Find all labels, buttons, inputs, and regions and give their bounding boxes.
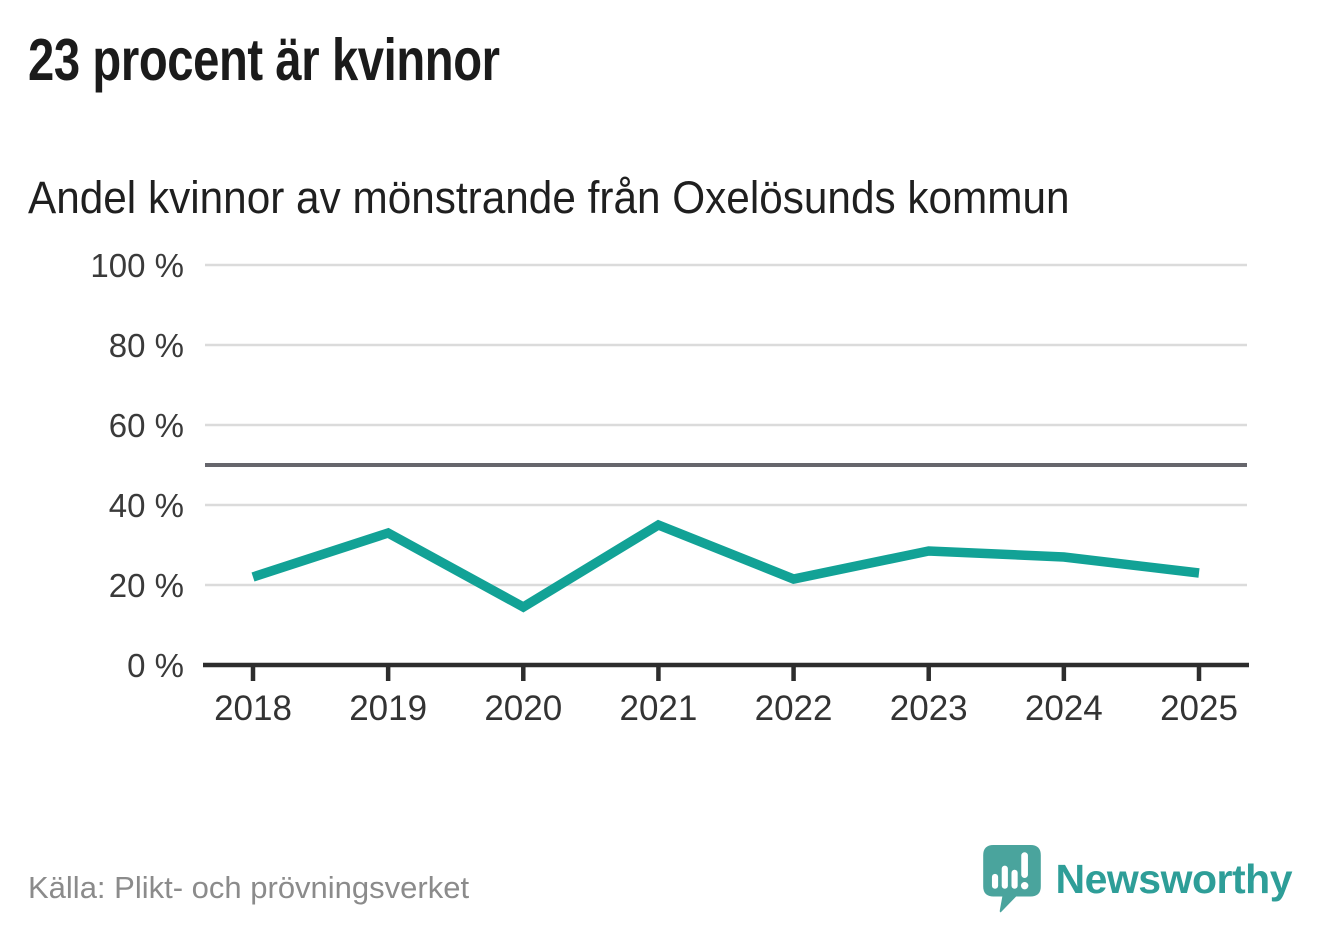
logo-bar-tall: [1001, 865, 1008, 889]
y-tick-label-80: 80 %: [109, 327, 184, 364]
gridlines: [205, 263, 1247, 587]
line-chart: 0 % 20 % 40 % 60 % 80 % 100 % 2018 2019 2020 202…: [90, 247, 1249, 728]
y-axis-labels: 0 % 20 % 40 % 60 % 80 % 100 %: [90, 247, 184, 684]
x-tick-label-2024: 2024: [1025, 689, 1103, 728]
x-tick-label-2018: 2018: [214, 689, 292, 728]
chart-subtitle: Andel kvinnor av mönstrande från Oxelösu…: [28, 172, 1070, 223]
newsworthy-logo-icon: [982, 845, 1041, 913]
x-tick-label-2019: 2019: [349, 689, 427, 728]
brand-name: Newsworthy: [1055, 855, 1293, 902]
logo-bar-medium: [1010, 869, 1018, 889]
y-tick-label-40: 40 %: [109, 487, 184, 524]
x-tick-label-2021: 2021: [619, 689, 697, 728]
logo-bar-short: [991, 873, 998, 889]
y-tick-label-100: 100 %: [90, 247, 184, 284]
chart-title: 23 procent är kvinnor: [28, 27, 500, 93]
source-caption: Källa: Plikt- och prövningsverket: [28, 870, 470, 905]
x-tick-label-2023: 2023: [890, 689, 968, 728]
logo-exclamation-bar: [1020, 852, 1028, 878]
x-axis-ticks: [250, 665, 1202, 681]
x-tick-label-2025: 2025: [1160, 689, 1238, 728]
y-tick-label-60: 60 %: [109, 407, 184, 444]
x-tick-label-2022: 2022: [755, 689, 833, 728]
logo-exclamation-dot: [1020, 881, 1028, 890]
x-tick-label-2020: 2020: [484, 689, 562, 728]
y-tick-label-20: 20 %: [109, 567, 184, 604]
x-axis-labels: 2018 2019 2020 2021 2022 2023 2024 2025: [214, 689, 1238, 728]
data-series-line: [251, 519, 1200, 613]
y-tick-label-0: 0 %: [127, 647, 184, 684]
brand-logo: Newsworthy: [981, 843, 1293, 915]
